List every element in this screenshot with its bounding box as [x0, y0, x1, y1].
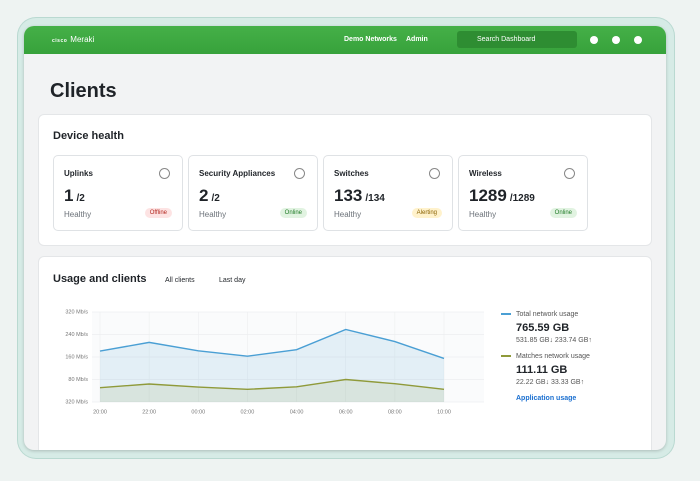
card-health: Healthy	[64, 210, 92, 219]
status-badge: Offline	[144, 208, 172, 218]
x-tick-label: 10:00	[437, 409, 451, 415]
card-health: Healthy	[199, 210, 227, 219]
legend: Total network usage 765.59 GB 531.85 GB↓ 2…	[501, 311, 641, 402]
x-tick-label: 04:00	[290, 409, 304, 415]
legend-split: 531.85 GB↓ 233.74 GB↑	[516, 337, 592, 344]
count-value: 1	[64, 186, 74, 205]
y-tick-label: 240 Mb/s	[65, 332, 88, 338]
x-tick-label: 22:00	[142, 409, 156, 415]
x-tick-label: 02:00	[241, 409, 255, 415]
legend-swatch	[501, 355, 511, 358]
legend-item: Total network usage 765.59 GB 531.85 GB↓ 2…	[501, 311, 641, 344]
panel-title: Device health	[53, 130, 124, 142]
screen: cisco Meraki Demo Networks Admin Search D…	[24, 26, 666, 450]
x-tick-label: 20:00	[93, 409, 107, 415]
x-tick-label: 00:00	[191, 409, 205, 415]
card-icon	[429, 168, 440, 179]
client-filter[interactable]: All clients	[165, 277, 195, 284]
legend-row: Total network usage	[501, 311, 641, 318]
y-tick-label: 320 Mb/s	[65, 399, 88, 405]
x-tick-label: 08:00	[388, 409, 402, 415]
count-total: /134	[365, 193, 385, 204]
legend-label: Matches network usage	[516, 353, 590, 360]
search-placeholder: Search Dashboard	[477, 36, 536, 43]
legend-row: Matches network usage	[501, 353, 641, 360]
count-total: /1289	[509, 193, 535, 204]
legend-total: 765.59 GB	[516, 322, 570, 334]
series-area	[100, 379, 444, 402]
network-menu[interactable]: Demo Networks	[344, 36, 397, 43]
card-count: 1/2	[64, 186, 85, 206]
status-badge: Alerting	[411, 208, 442, 218]
card-icon	[564, 168, 575, 179]
card-name: Wireless	[469, 169, 502, 178]
y-tick-label: 80 Mb/s	[68, 377, 88, 383]
count-value: 133	[334, 186, 363, 205]
count-value: 2	[199, 186, 209, 205]
health-card[interactable]: Wireless 1289/1289 Healthy Online	[458, 155, 588, 231]
legend-total: 111.11 GB	[516, 364, 568, 376]
logo-brand: cisco	[52, 38, 68, 44]
health-card[interactable]: Security Appliances 2/2 Healthy Online	[188, 155, 318, 231]
card-icon	[294, 168, 305, 179]
count-value: 1289	[469, 186, 507, 205]
status-badge: Online	[279, 208, 307, 218]
count-total: /2	[76, 193, 85, 204]
card-name: Uplinks	[64, 169, 93, 178]
legend-label: Total network usage	[516, 311, 579, 318]
health-card[interactable]: Uplinks 1/2 Healthy Offline	[53, 155, 183, 231]
profile-icon[interactable]	[590, 36, 598, 44]
legend-split: 22.22 GB↓ 33.33 GB↑	[516, 379, 585, 386]
card-count: 2/2	[199, 186, 220, 206]
legend-item: Matches network usage 111.11 GB 22.22 GB↓ …	[501, 353, 641, 386]
series-line	[99, 328, 445, 360]
series-line	[99, 378, 445, 391]
card-count: 1289/1289	[469, 186, 535, 206]
x-tick-label: 06:00	[339, 409, 353, 415]
card-count: 133/134	[334, 186, 385, 206]
device-health-panel: Device health Uplinks 1/2 Healthy Offline Se…	[38, 114, 652, 246]
y-tick-label: 160 Mb/s	[65, 354, 88, 360]
top-bar: cisco Meraki Demo Networks Admin Search D…	[24, 26, 666, 54]
series-area	[100, 329, 444, 402]
notification-icon[interactable]	[634, 36, 642, 44]
search-box[interactable]: Search Dashboard	[457, 31, 577, 48]
page-title: Clients	[50, 80, 117, 102]
card-name: Security Appliances	[199, 169, 276, 178]
health-card[interactable]: Switches 133/134 Healthy Alerting	[323, 155, 453, 231]
app-usage-link[interactable]: Application usage	[516, 395, 577, 402]
card-health: Healthy	[469, 210, 497, 219]
status-badge: Online	[549, 208, 577, 218]
card-icon	[159, 168, 170, 179]
panel-title: Usage and clients	[53, 273, 147, 285]
legend-swatch	[501, 313, 511, 316]
card-name: Switches	[334, 169, 369, 178]
time-filter[interactable]: Last day	[219, 277, 246, 284]
user-menu[interactable]: Admin	[406, 36, 428, 43]
count-total: /2	[211, 193, 220, 204]
card-health: Healthy	[334, 210, 362, 219]
logo[interactable]: cisco Meraki	[52, 35, 94, 44]
y-tick-label: 320 Mb/s	[65, 309, 88, 315]
logo-text: Meraki	[70, 35, 95, 44]
help-icon[interactable]	[612, 36, 620, 44]
